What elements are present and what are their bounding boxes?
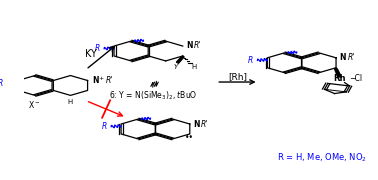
Text: H: H	[192, 64, 197, 70]
Text: Y: Y	[174, 64, 178, 71]
Text: R: R	[94, 44, 100, 53]
Text: ••: ••	[185, 133, 194, 142]
Text: ─Cl: ─Cl	[350, 74, 362, 83]
Text: N: N	[339, 53, 346, 62]
Polygon shape	[177, 56, 184, 63]
Text: +: +	[99, 76, 104, 81]
Text: R': R'	[347, 53, 355, 62]
Text: KY: KY	[85, 49, 97, 59]
Text: 6: Y = N(SiMe$_3$)$_2$, $t$BuO: 6: Y = N(SiMe$_3$)$_2$, $t$BuO	[108, 90, 197, 102]
Text: Rh: Rh	[333, 74, 346, 83]
Text: R': R'	[194, 41, 201, 50]
Text: R: R	[0, 79, 3, 88]
Text: N: N	[186, 41, 193, 50]
Text: X$^-$: X$^-$	[28, 99, 40, 110]
Text: R: R	[102, 122, 107, 131]
Text: R': R'	[106, 76, 113, 85]
Text: N: N	[193, 120, 200, 129]
Text: R: R	[248, 56, 253, 65]
Text: N: N	[92, 76, 98, 85]
Polygon shape	[335, 68, 341, 77]
Text: R': R'	[201, 120, 208, 129]
Text: R = H, Me, OMe, NO$_2$: R = H, Me, OMe, NO$_2$	[277, 152, 367, 165]
Text: H: H	[68, 99, 73, 105]
Text: [Rh]: [Rh]	[228, 72, 247, 81]
